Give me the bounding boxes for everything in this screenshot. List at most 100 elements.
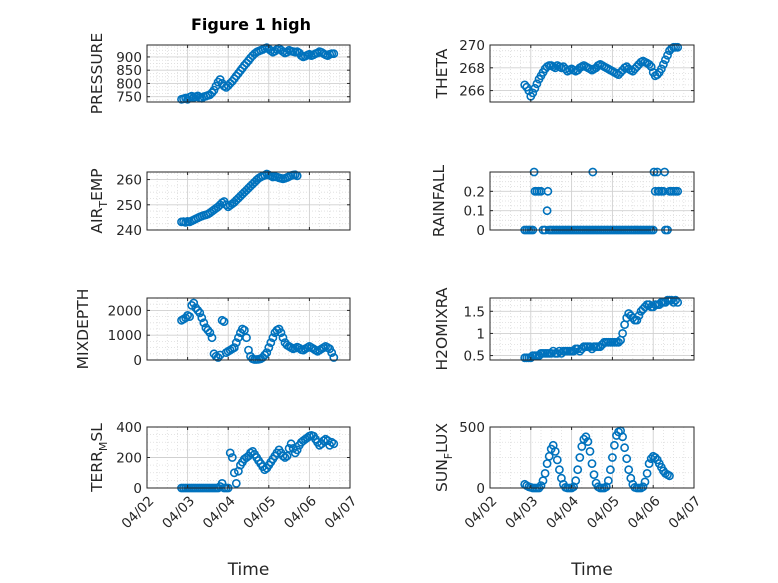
data-point	[634, 311, 644, 321]
y-tick-label: 0.1	[464, 204, 485, 220]
data-point	[614, 337, 623, 347]
y-tick-label: 2000	[108, 303, 142, 319]
y-tick-label: 0	[476, 481, 485, 497]
data-point	[620, 443, 629, 453]
data-point	[262, 348, 272, 357]
data-point	[242, 333, 251, 343]
subplot-row3-left: 0 1000 2000 MIXDEPTH	[74, 289, 351, 370]
data-point	[618, 432, 627, 442]
data-point	[608, 453, 617, 462]
data-point	[657, 64, 666, 74]
data-point	[644, 459, 654, 468]
data-point	[260, 350, 270, 360]
data-point	[571, 476, 581, 486]
data-point	[530, 83, 540, 93]
data-point	[550, 63, 560, 73]
data-point	[282, 47, 292, 57]
x-tick-label: 04/04	[200, 493, 239, 532]
data-point	[646, 454, 656, 464]
data-point	[618, 328, 627, 338]
data-point	[661, 55, 670, 65]
data-point	[581, 432, 591, 442]
y-tick-label: 0	[133, 353, 142, 369]
y-tick-label: 850	[116, 63, 142, 79]
data-point	[622, 454, 632, 464]
data-point	[282, 451, 292, 461]
data-point	[585, 446, 595, 456]
y-tick-label: 800	[116, 76, 142, 92]
data-point	[552, 455, 562, 465]
data-point	[540, 468, 550, 478]
data-point	[555, 346, 564, 356]
data-point	[278, 451, 288, 461]
y-tick-label: 1.5	[464, 304, 485, 320]
y-axis-label: RAINFALL	[430, 164, 448, 237]
y-axis-label: MIXDEPTH	[74, 289, 92, 370]
data-point	[239, 325, 249, 335]
x-tick-label: 04/02	[462, 493, 501, 532]
data-point	[225, 448, 235, 458]
x-tick-label: 04/03	[159, 493, 198, 532]
data-point	[659, 186, 668, 196]
x-tick-label: 04/04	[543, 493, 582, 532]
axes-box	[146, 171, 351, 231]
figure-title: Figure 1 high	[191, 15, 311, 34]
y-axis-label: AIRTEMP	[88, 168, 110, 233]
data-point	[185, 312, 194, 321]
data-point	[520, 80, 530, 90]
data-point	[329, 439, 339, 449]
data-point	[207, 333, 217, 343]
data-point	[276, 328, 286, 338]
y-tick-label: 0.2	[464, 184, 485, 200]
x-tick-label: 04/05	[584, 493, 623, 532]
data-point	[673, 186, 683, 196]
y-axis-label: SUNFLUX	[433, 423, 455, 492]
data-point	[659, 60, 668, 69]
data-point	[624, 465, 634, 475]
y-tick-label: 500	[459, 420, 485, 436]
data-point	[546, 348, 556, 358]
x-tick-label: 04/03	[502, 493, 541, 532]
x-tick-label: 04/06	[625, 493, 664, 532]
y-tick-label: 1	[476, 326, 485, 342]
data-point	[646, 62, 656, 72]
data-point	[264, 343, 274, 352]
data-point	[327, 348, 337, 357]
data-point	[542, 206, 552, 216]
subplot-row3-right: 0.5 1 1.5 H2OMIXRA	[433, 287, 695, 371]
data-point	[231, 478, 241, 488]
y-tick-label: 1000	[108, 328, 142, 344]
data-point	[640, 477, 650, 487]
x-tick-label: 04/05	[240, 493, 279, 532]
data-point	[587, 459, 597, 468]
data-point	[536, 481, 546, 490]
data-point	[669, 297, 678, 307]
y-axis-label: THETA	[433, 48, 451, 99]
data-point	[197, 313, 207, 323]
data-point	[650, 453, 660, 462]
data-point	[278, 333, 288, 343]
data-point	[233, 333, 243, 343]
data-point	[229, 468, 239, 478]
y-tick-label: 0	[133, 481, 142, 497]
data-point	[583, 437, 593, 446]
data-point	[292, 445, 302, 455]
axes-box	[489, 44, 695, 103]
y-tick-label: 900	[116, 50, 142, 66]
data-point	[543, 186, 553, 196]
data-point	[229, 343, 239, 352]
data-point	[652, 70, 662, 79]
subplot-row2-right: 0 0.1 0.2 RAINFALL	[430, 164, 695, 239]
data-point	[199, 318, 209, 328]
axes-box	[489, 426, 695, 489]
x-tick-label: 04/07	[322, 493, 361, 532]
data-point	[286, 439, 296, 449]
data-point	[231, 338, 241, 347]
data-point	[266, 338, 276, 347]
subplot-bottom-left: 0 200 400 04/02 04/03 04/04 04/05 04/06 04/07 Tim…	[88, 420, 360, 580]
data-point	[632, 315, 642, 325]
y-tick-label: 260	[116, 173, 142, 189]
y-tick-label: 266	[459, 84, 485, 100]
data-point	[181, 313, 190, 323]
